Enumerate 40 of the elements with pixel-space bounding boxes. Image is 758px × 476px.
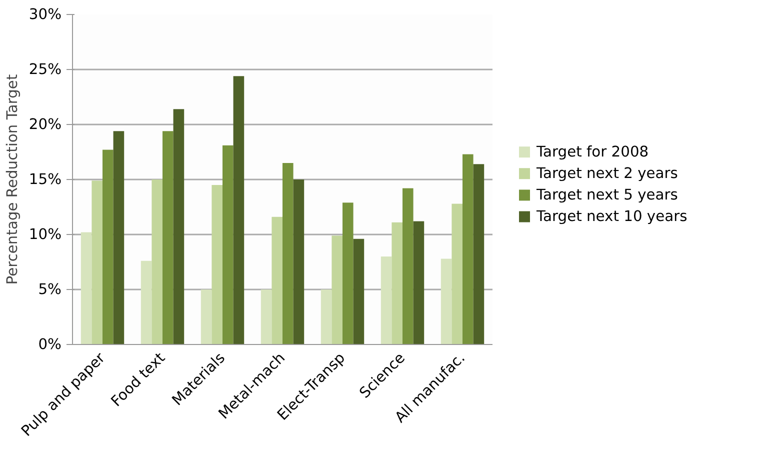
bar [332,236,342,344]
bar [293,180,304,344]
y-tick-label: 30% [28,6,62,23]
bar [282,163,294,344]
bar [272,216,282,344]
bar [200,290,212,344]
bar [402,188,414,344]
bar [80,232,92,344]
y-tick-label: 25% [28,61,62,78]
bar [392,222,402,344]
y-tick-label: 0% [38,336,62,353]
legend-label: Target for 2008 [536,144,649,161]
y-axis-title: Percentage Reduction Target [4,74,21,285]
bar [440,258,452,344]
legend-label: Target next 5 years [536,186,678,204]
bar [173,109,184,344]
bar [140,260,152,344]
bar [353,238,364,344]
bar [462,154,474,344]
legend-label: Target next 2 years [536,165,678,182]
bar [473,164,484,344]
bar [260,290,272,344]
bar [342,202,354,344]
bar [380,256,392,344]
y-tick-label: 15% [28,171,62,188]
legend-label: Target next 10 years [536,208,688,226]
bar [162,131,174,344]
y-tick-label: 10% [28,226,62,243]
bar [452,204,462,344]
bar [233,76,244,344]
y-tick-label: 20% [28,116,62,133]
bar [92,180,102,344]
bar [222,145,234,344]
bar [320,290,332,344]
bar [113,131,124,344]
bar [102,150,114,344]
y-tick-label: 5% [38,281,62,298]
bar [212,185,222,344]
bar [152,180,162,344]
bar [413,221,424,344]
